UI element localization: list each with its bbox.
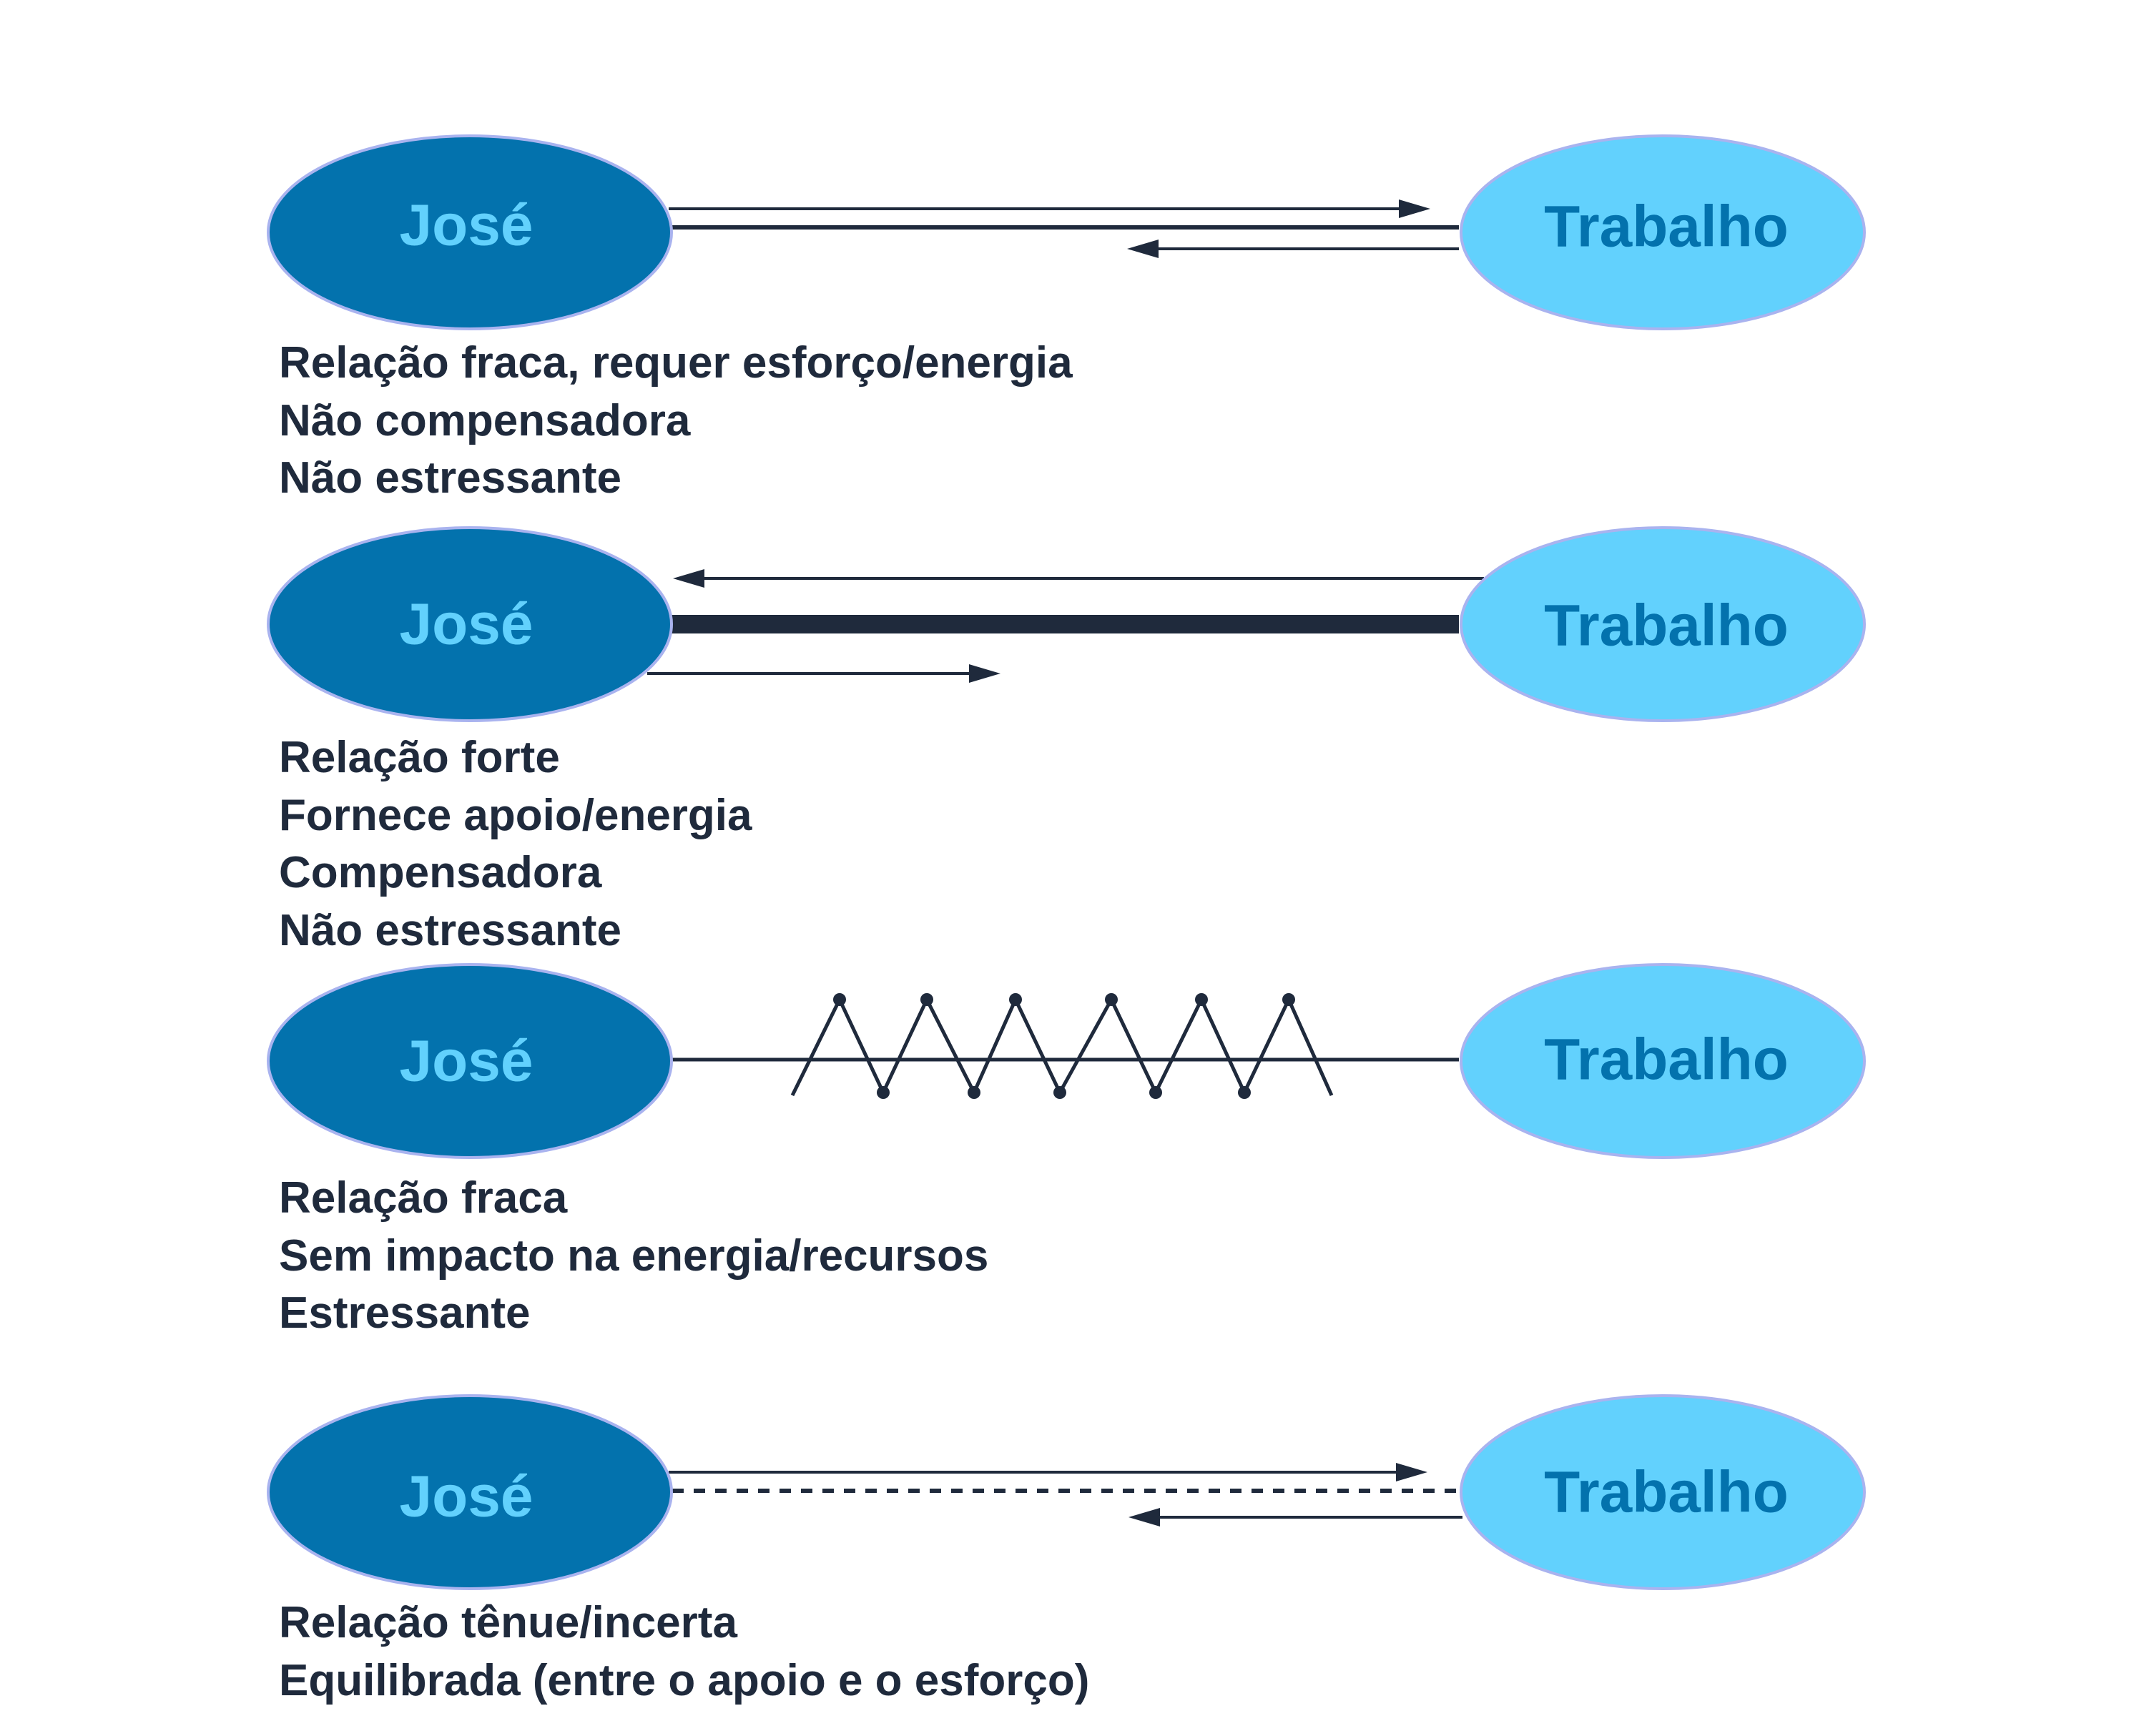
description-line: Estressante [279,1288,531,1338]
description-line: Relação tênue/incerta [279,1598,737,1647]
description-line: Equilibrada (entre o apoio e o esforço) [279,1655,1090,1705]
jose-node [267,1394,673,1590]
jose-node [267,963,673,1159]
relation-3-description: Relação fraca Sem impacto na energia/rec… [279,1170,988,1343]
description-line: Relação fraca [279,1173,568,1223]
arrowhead-to-jose [673,569,704,588]
link-zigzag [790,995,1334,1097]
jose-label: José [400,193,534,258]
trabalho-node [1460,134,1866,330]
trabalho-label: Trabalho [1544,194,1789,260]
relation-row-4: José Trabalho [267,1394,1866,1590]
jose-node [267,134,673,330]
relation-row-2: José Trabalho [267,526,1866,722]
description-line: Relação forte [279,733,560,782]
description-line: Compensadora [279,848,602,897]
arrowhead-to-jose [1129,1508,1160,1527]
trabalho-label: Trabalho [1544,593,1789,659]
description-line: Sem impacto na energia/recursos [279,1231,989,1281]
trabalho-node [1460,1394,1866,1590]
arrowhead-to-trabalho [969,664,1000,683]
description-line: Relação fraca, requer esforço/energia [279,338,1073,388]
relation-row-3: José Trabalho [267,963,1866,1159]
trabalho-node [1460,526,1866,722]
jose-label: José [400,1464,534,1529]
arrowhead-to-trabalho [1399,199,1430,218]
relation-4-description: Relação tênue/incerta Equilibrada (entre… [279,1594,1089,1710]
jose-label: José [400,592,534,657]
relation-2-description: Relação forte Fornece apoio/energia Comp… [279,729,752,960]
arrowhead-to-trabalho [1396,1463,1427,1481]
trabalho-label: Trabalho [1544,1027,1789,1093]
trabalho-node [1460,963,1866,1159]
relation-1-description: Relação fraca, requer esforço/energia Nã… [279,335,1073,508]
trabalho-label: Trabalho [1544,1460,1789,1525]
description-line: Não estressante [279,453,622,503]
zigzag-joints [833,993,1295,1099]
jose-label: José [400,1029,534,1094]
description-line: Não estressante [279,905,622,955]
relation-row-1: José Trabalho [267,134,1866,330]
arrowhead-to-jose [1127,240,1159,258]
description-line: Não compensadora [279,395,691,445]
description-line: Fornece apoio/energia [279,790,752,840]
jose-node [267,526,673,722]
